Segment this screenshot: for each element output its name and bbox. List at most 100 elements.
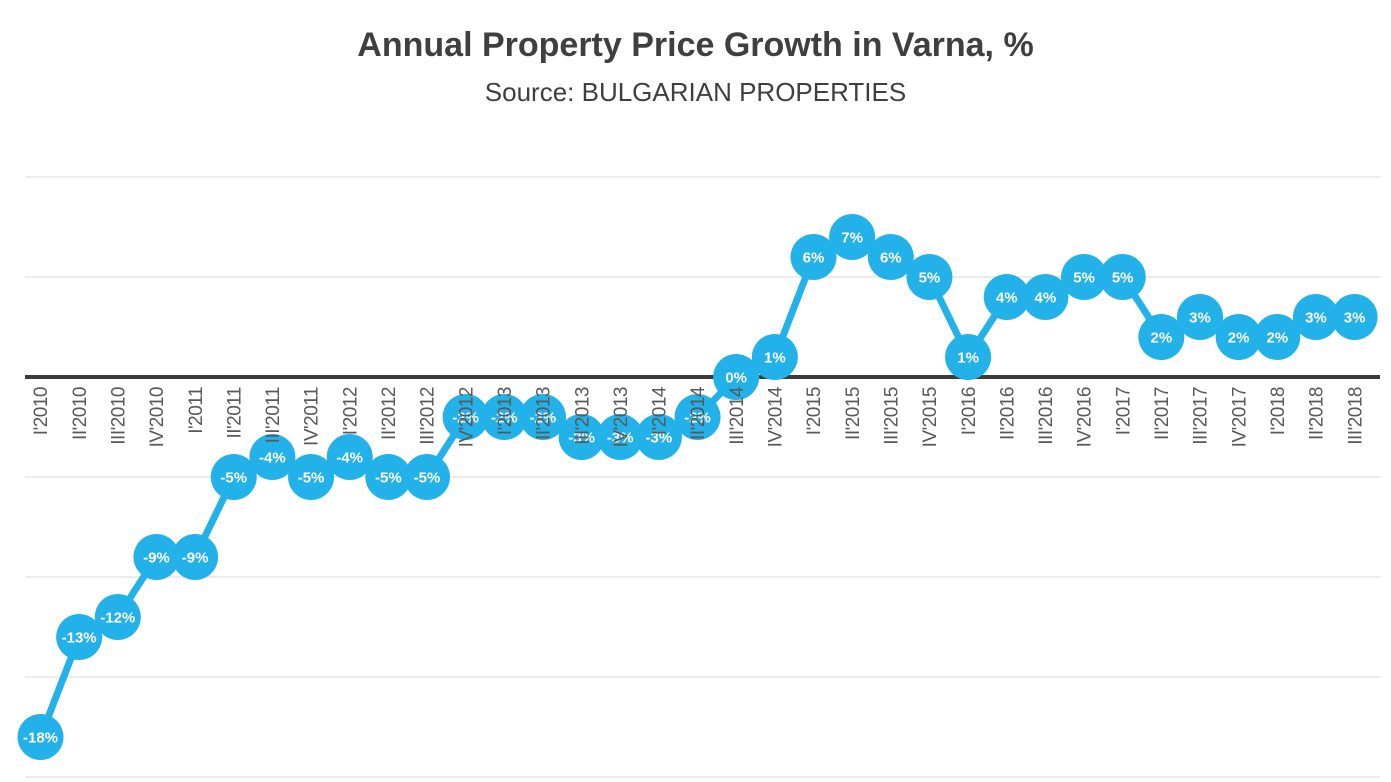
data-point-label: 4% xyxy=(1035,289,1057,306)
data-point xyxy=(558,414,605,460)
data-point-label: -2% xyxy=(684,409,711,426)
data-point-label: 6% xyxy=(803,249,825,266)
x-axis-label: III'2018 xyxy=(1345,387,1366,445)
data-point-label: -2% xyxy=(452,409,479,426)
x-axis-label: I'2018 xyxy=(1268,387,1289,435)
data-point xyxy=(867,234,914,280)
data-point xyxy=(249,434,296,480)
data-point xyxy=(519,394,566,440)
data-point xyxy=(790,234,837,280)
data-point-label: -9% xyxy=(182,549,209,566)
data-point xyxy=(481,394,528,440)
x-axis-label: III'2016 xyxy=(1036,387,1057,445)
data-point-label: -12% xyxy=(100,609,135,626)
x-axis-label: I'2010 xyxy=(31,387,52,435)
x-axis-label: IV'2013 xyxy=(611,387,632,447)
x-axis-label: II'2010 xyxy=(70,387,91,440)
data-point xyxy=(1138,314,1185,360)
x-axis-label: III'2011 xyxy=(263,387,284,443)
data-point xyxy=(94,594,141,640)
x-axis-label: III'2014 xyxy=(727,386,748,445)
data-point xyxy=(906,254,953,300)
data-point xyxy=(1022,274,1069,320)
data-point-label: 3% xyxy=(1305,309,1327,326)
data-point xyxy=(326,434,373,480)
data-point-label: -5% xyxy=(298,469,325,486)
chart-title: Annual Property Price Growth in Varna, % xyxy=(357,26,1034,64)
data-point xyxy=(1331,294,1378,340)
data-point-label: -13% xyxy=(62,629,97,646)
data-point xyxy=(1177,294,1223,340)
data-point-label: -5% xyxy=(375,469,402,486)
data-point-label: -9% xyxy=(143,549,170,566)
data-point xyxy=(829,214,876,260)
data-point xyxy=(1254,314,1301,360)
x-axis-label: II'2013 xyxy=(534,387,555,440)
x-axis-label: I'2012 xyxy=(340,387,361,435)
x-axis-label: II'2017 xyxy=(1152,387,1173,440)
data-point xyxy=(133,534,180,580)
data-point-label: -3% xyxy=(568,429,595,446)
data-point-label: 2% xyxy=(1266,329,1288,346)
data-point-label: 7% xyxy=(841,229,863,246)
data-point xyxy=(1292,294,1339,340)
data-point xyxy=(1061,254,1108,300)
x-axis-label: III'2015 xyxy=(881,387,902,445)
data-point-label: -3% xyxy=(646,429,673,446)
x-axis-label: I'2017 xyxy=(1113,387,1134,435)
data-point xyxy=(751,334,798,380)
data-point xyxy=(1215,314,1262,360)
x-axis-label: IV'2017 xyxy=(1229,387,1250,447)
data-point-label: 3% xyxy=(1344,309,1366,326)
data-point-label: 4% xyxy=(996,289,1018,306)
data-point-label: -2% xyxy=(530,409,557,426)
data-point xyxy=(635,414,682,460)
x-axis-label: I'2013 xyxy=(495,387,516,435)
data-point-label: 3% xyxy=(1189,309,1211,326)
x-axis-label: IV'2010 xyxy=(147,387,168,447)
data-point xyxy=(597,414,644,460)
data-point xyxy=(1099,254,1146,300)
x-axis-label: I'2011 xyxy=(186,387,207,434)
data-point-label: 2% xyxy=(1228,329,1250,346)
data-point-label: -18% xyxy=(23,729,58,746)
x-axis-label: I'2014 xyxy=(650,386,671,435)
x-axis-label: IV'2012 xyxy=(456,387,477,447)
data-point-label: -5% xyxy=(220,469,247,486)
x-axis-label: III'2012 xyxy=(418,387,439,445)
x-axis-label: III'2013 xyxy=(572,387,593,445)
x-axis-label: I'2016 xyxy=(959,387,980,435)
data-point xyxy=(983,274,1030,320)
data-point xyxy=(713,354,760,400)
x-axis-label: IV'2014 xyxy=(766,386,787,447)
data-point xyxy=(17,714,64,760)
data-point-label: 5% xyxy=(1112,269,1134,286)
data-point-label: 1% xyxy=(764,349,786,366)
data-point-label: -3% xyxy=(607,429,634,446)
data-point xyxy=(404,454,450,500)
data-point-label: 6% xyxy=(880,249,902,266)
data-point xyxy=(210,454,257,500)
x-axis-label: I'2015 xyxy=(804,387,825,435)
data-point-label: 0% xyxy=(725,369,747,386)
chart-header: Annual Property Price Growth in Varna, %… xyxy=(0,0,1391,108)
x-axis-label: II'2014 xyxy=(688,386,709,440)
data-point xyxy=(442,394,489,440)
data-point xyxy=(56,614,103,660)
x-axis-label: II'2011 xyxy=(224,387,245,439)
chart-subtitle: Source: BULGARIAN PROPERTIES xyxy=(484,77,907,107)
x-axis-label: IV'2015 xyxy=(920,387,941,447)
data-point-label: -4% xyxy=(336,449,363,466)
data-point xyxy=(172,534,219,580)
x-axis-label: II'2016 xyxy=(997,387,1018,440)
data-point-label: 2% xyxy=(1151,329,1173,346)
x-axis-label: III'2010 xyxy=(108,387,129,445)
data-point-label: -2% xyxy=(491,409,518,426)
data-point xyxy=(945,334,992,380)
data-point xyxy=(288,454,335,500)
x-axis-label: IV'2016 xyxy=(1075,387,1096,447)
data-point-label: 1% xyxy=(957,349,979,366)
x-axis-label: II'2018 xyxy=(1307,387,1328,440)
line-chart-plot: -18%-13%-12%-9% -9%-5%-4%-5%-4%-5% -5%-2% -… xyxy=(17,176,1380,778)
data-point xyxy=(674,394,721,440)
